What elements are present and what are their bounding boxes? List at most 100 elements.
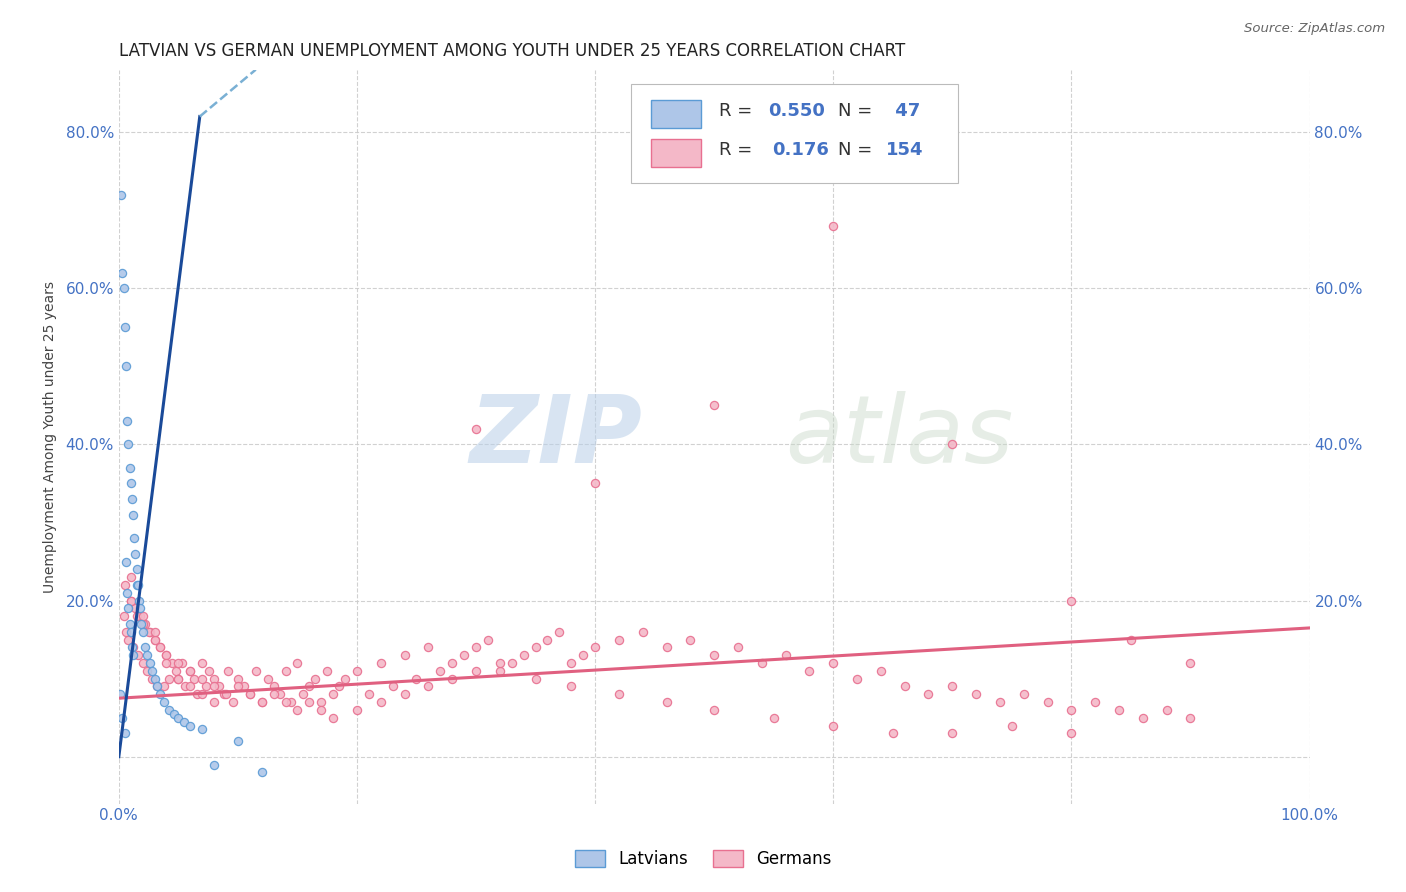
Point — [112, 609, 135, 624]
Point — [799, 664, 821, 678]
Point — [287, 703, 309, 717]
Point — [149, 640, 172, 655]
Point — [155, 656, 177, 670]
Point — [114, 320, 136, 334]
Point — [775, 648, 797, 663]
Point — [583, 640, 606, 655]
Point — [186, 687, 208, 701]
Text: ZIP: ZIP — [470, 391, 643, 483]
Point — [118, 461, 141, 475]
Point — [405, 672, 427, 686]
Point — [167, 672, 190, 686]
Point — [631, 624, 654, 639]
Point — [1156, 703, 1178, 717]
Point — [477, 632, 499, 647]
Y-axis label: Unemployment Among Youth under 25 years: Unemployment Among Youth under 25 years — [44, 281, 58, 592]
Point — [762, 711, 785, 725]
Point — [370, 656, 392, 670]
Point — [333, 672, 356, 686]
Point — [245, 664, 267, 678]
Point — [217, 664, 239, 678]
Point — [208, 680, 231, 694]
Point — [131, 617, 153, 632]
Point — [263, 687, 285, 701]
Point — [370, 695, 392, 709]
Point — [250, 695, 273, 709]
Point — [121, 492, 143, 507]
Point — [274, 695, 297, 709]
Point — [191, 656, 214, 670]
Point — [322, 687, 344, 701]
Point — [143, 624, 166, 639]
Point — [129, 601, 152, 615]
Point — [823, 219, 845, 233]
Point — [108, 687, 131, 701]
Point — [165, 664, 187, 678]
Point — [117, 632, 139, 647]
Point — [131, 624, 153, 639]
Point — [111, 711, 134, 725]
Point — [146, 680, 169, 694]
Point — [548, 624, 571, 639]
Point — [125, 609, 148, 624]
Point — [655, 640, 678, 655]
Point — [120, 593, 142, 607]
Point — [394, 687, 416, 701]
Point — [512, 648, 534, 663]
Point — [418, 680, 440, 694]
Point — [870, 664, 893, 678]
Point — [1132, 711, 1154, 725]
FancyBboxPatch shape — [651, 138, 702, 167]
Point — [846, 672, 869, 686]
Point — [157, 703, 180, 717]
Point — [298, 680, 321, 694]
Text: Source: ZipAtlas.com: Source: ZipAtlas.com — [1244, 22, 1385, 36]
Point — [250, 695, 273, 709]
Point — [1036, 695, 1059, 709]
Point — [346, 664, 368, 678]
Point — [179, 718, 201, 732]
Point — [198, 664, 221, 678]
Point — [138, 624, 160, 639]
Point — [202, 672, 225, 686]
Point — [1180, 656, 1202, 670]
Point — [143, 632, 166, 647]
Point — [115, 414, 138, 428]
Point — [239, 687, 262, 701]
Text: atlas: atlas — [786, 391, 1014, 483]
Point — [170, 656, 193, 670]
Point — [155, 648, 177, 663]
Point — [136, 648, 159, 663]
Point — [131, 609, 153, 624]
Point — [239, 687, 262, 701]
Point — [118, 617, 141, 632]
Point — [607, 687, 630, 701]
Point — [346, 703, 368, 717]
Text: N =: N = — [838, 142, 877, 160]
Point — [115, 586, 138, 600]
Point — [232, 680, 254, 694]
Point — [128, 593, 150, 607]
Point — [173, 714, 195, 729]
Point — [149, 640, 172, 655]
Point — [120, 476, 142, 491]
Text: 0.550: 0.550 — [768, 103, 825, 120]
Point — [823, 718, 845, 732]
Point — [131, 617, 153, 632]
Point — [191, 687, 214, 701]
Point — [941, 726, 963, 740]
Point — [381, 680, 404, 694]
Point — [703, 648, 725, 663]
Point — [124, 531, 146, 545]
Point — [893, 680, 915, 694]
Point — [124, 601, 146, 615]
Point — [167, 711, 190, 725]
Point — [572, 648, 595, 663]
Legend: Latvians, Germans: Latvians, Germans — [568, 843, 838, 875]
Point — [139, 656, 162, 670]
Point — [250, 765, 273, 780]
Point — [1060, 703, 1083, 717]
Point — [304, 672, 326, 686]
Point — [1001, 718, 1024, 732]
Point — [222, 695, 245, 709]
